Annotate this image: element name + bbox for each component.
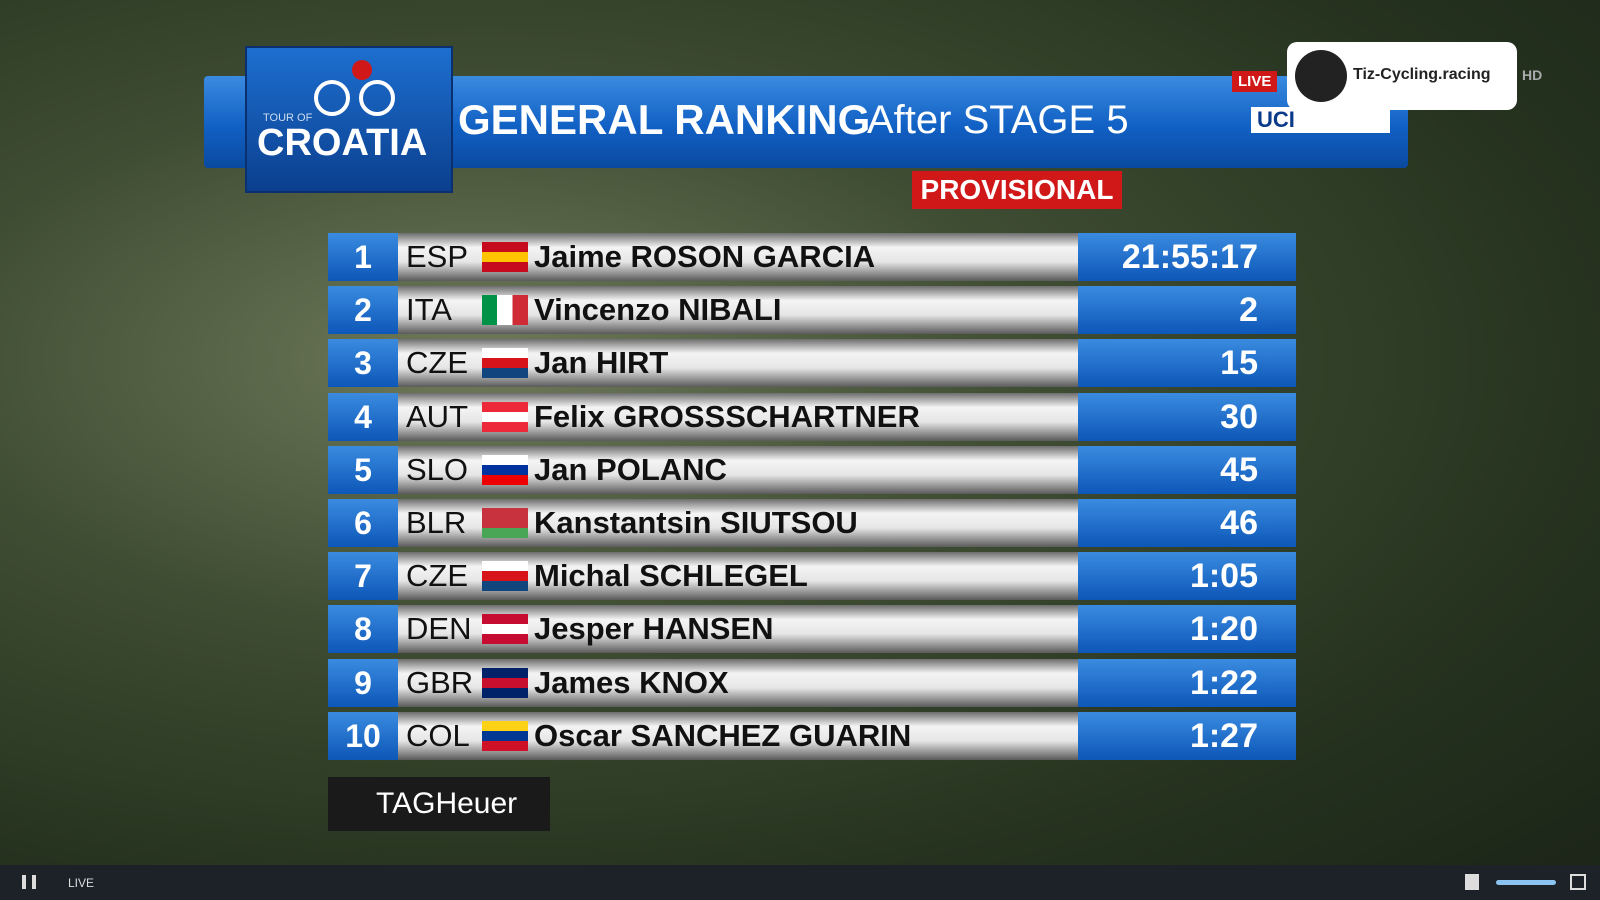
time: 1:20 xyxy=(1078,605,1296,654)
rider-name: Michal SCHLEGEL xyxy=(534,558,808,594)
time: 1:27 xyxy=(1078,711,1296,760)
bike-icon xyxy=(314,60,395,116)
flag xyxy=(482,561,528,592)
watermark: Tiz-Cycling.racing xyxy=(1353,66,1491,83)
country-code: SLO xyxy=(406,451,469,487)
country-code: COL xyxy=(406,717,470,753)
country-code: ESP xyxy=(406,239,469,274)
country-code: DEN xyxy=(406,611,472,647)
player-live: LIVE xyxy=(68,876,95,890)
time: 46 xyxy=(1078,499,1296,547)
country-code: GBR xyxy=(406,664,474,700)
sponsor: TAGHeuer xyxy=(328,777,550,831)
status-badge: PROVISIONAL xyxy=(912,171,1122,209)
ranking-row: 5 SLO Jan POLANC 45 xyxy=(328,445,1296,494)
time: 2 xyxy=(1078,286,1296,335)
flag xyxy=(482,508,528,538)
event-logo: TOUR OF CROATIA xyxy=(245,46,453,193)
live-badge: LIVE xyxy=(1232,71,1278,92)
rank: 3 xyxy=(328,339,398,388)
country-code: BLR xyxy=(406,505,467,540)
time: 1:22 xyxy=(1078,658,1296,707)
flag xyxy=(482,348,528,379)
rank: 8 xyxy=(328,605,398,654)
rank: 7 xyxy=(328,552,398,601)
event-line1: TOUR OF xyxy=(263,112,313,124)
rider-name: Felix GROSSSCHARTNER xyxy=(534,398,920,434)
time: 21:55:17 xyxy=(1078,233,1296,281)
player-bar: LIVE xyxy=(0,865,1600,900)
flag xyxy=(482,401,528,432)
uci-logo: UCI xyxy=(1251,107,1390,133)
time: 15 xyxy=(1078,339,1296,388)
rank: 5 xyxy=(328,445,398,494)
rider-name: James KNOX xyxy=(534,664,729,700)
volume-button[interactable] xyxy=(1465,874,1479,890)
rank: 4 xyxy=(328,392,398,441)
rank: 9 xyxy=(328,658,398,707)
rider-name: Oscar SANCHEZ GUARIN xyxy=(534,717,912,753)
ranking-row: 7 CZE Michal SCHLEGEL 1:05 xyxy=(328,552,1296,601)
flag xyxy=(482,720,528,751)
flag xyxy=(482,242,528,272)
rider-name: Jesper HANSEN xyxy=(534,611,774,647)
rider-name: Vincenzo NIBALI xyxy=(534,292,782,328)
ranking-row: 9 GBR James KNOX 1:22 xyxy=(328,658,1296,707)
subtitle: After STAGE 5 xyxy=(867,98,1129,142)
title: GENERAL RANKING xyxy=(458,96,871,143)
event-line2: CROATIA xyxy=(257,122,428,164)
rider-name: Jan HIRT xyxy=(534,345,669,381)
quality: HD xyxy=(1522,67,1543,83)
rider-name: Jaime ROSON GARCIA xyxy=(534,239,876,274)
ranking-row: 3 CZE Jan HIRT 15 xyxy=(328,339,1296,388)
rank: 1 xyxy=(328,233,398,281)
watermark-box: Tiz-Cycling.racing xyxy=(1287,42,1517,110)
flag xyxy=(482,295,528,326)
ranking-row: 4 AUT Felix GROSSSCHARTNER 30 xyxy=(328,392,1296,441)
volume-slider[interactable] xyxy=(1496,880,1556,885)
rider-name: Jan POLANC xyxy=(534,451,727,487)
rank: 6 xyxy=(328,499,398,547)
country-code: ITA xyxy=(406,292,452,328)
country-code: CZE xyxy=(406,558,468,594)
ranking-row: 2 ITA Vincenzo NIBALI 2 xyxy=(328,286,1296,335)
flag xyxy=(482,614,528,645)
rank: 2 xyxy=(328,286,398,335)
fullscreen-button[interactable] xyxy=(1570,874,1586,890)
ranking-row: 6 BLR Kanstantsin SIUTSOU 46 xyxy=(328,499,1296,547)
rider-name: Kanstantsin SIUTSOU xyxy=(534,505,858,540)
time: 30 xyxy=(1078,392,1296,441)
time: 45 xyxy=(1078,445,1296,494)
flag xyxy=(482,454,528,485)
watermark-icon xyxy=(1295,50,1347,102)
ranking-row: 1 ESP Jaime ROSON GARCIA 21:55:17 xyxy=(328,233,1296,281)
pause-button[interactable] xyxy=(22,875,36,889)
rank: 10 xyxy=(328,711,398,760)
time: 1:05 xyxy=(1078,552,1296,601)
ranking-row: 10 COL Oscar SANCHEZ GUARIN 1:27 xyxy=(328,711,1296,760)
country-code: AUT xyxy=(406,398,468,434)
country-code: CZE xyxy=(406,345,468,381)
ranking-row: 8 DEN Jesper HANSEN 1:20 xyxy=(328,605,1296,654)
flag xyxy=(482,667,528,698)
